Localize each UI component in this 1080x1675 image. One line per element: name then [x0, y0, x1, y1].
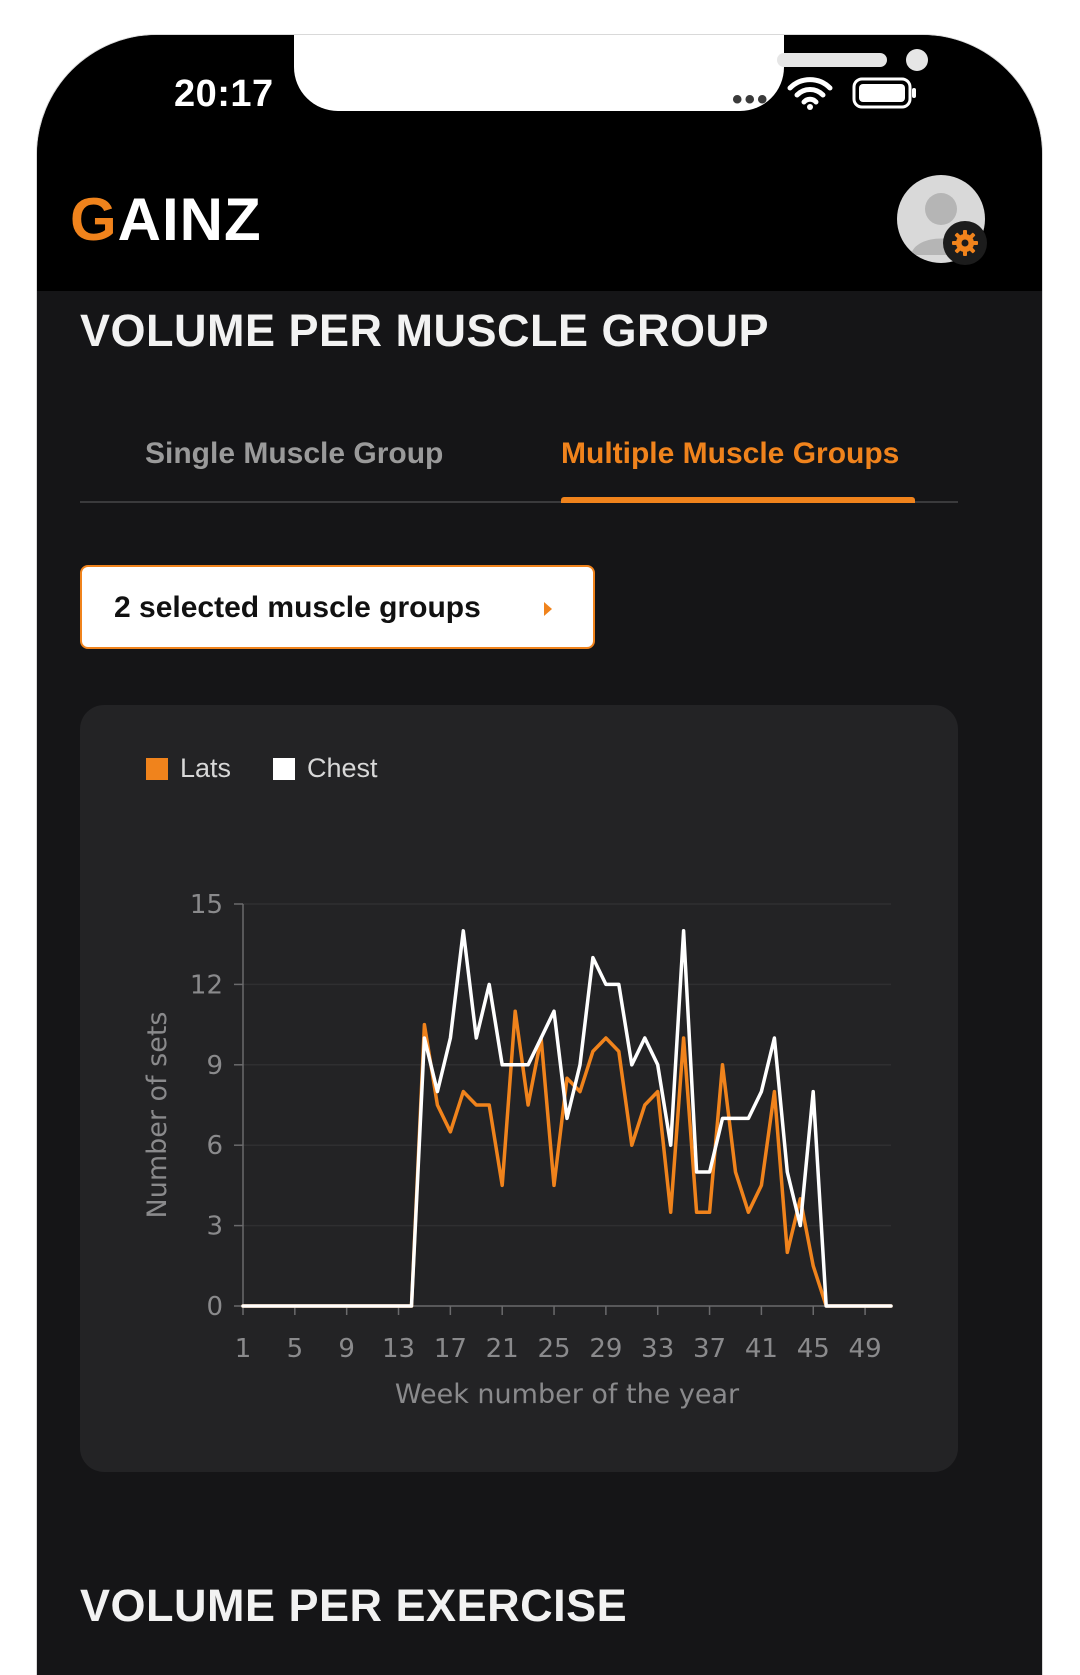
legend-swatch-lats [146, 757, 168, 780]
status-time: 20:17 [174, 73, 274, 115]
x-tick-label: 13 [382, 1334, 415, 1364]
chevron-right-icon [544, 602, 552, 616]
chart-card: Lats Chest 0 3 6 9 12 15 1 5 9 13 17 21 25 29 33 37 41 45… [80, 705, 958, 1472]
selector-label: 2 selected muscle groups [114, 591, 481, 624]
x-tick-label: 33 [641, 1334, 674, 1364]
series-line-chest [241, 929, 893, 1308]
tab-multiple-muscle-groups[interactable]: Multiple Muscle Groups [561, 437, 900, 470]
tab-single-muscle-group[interactable]: Single Muscle Group [145, 437, 444, 470]
y-tick-label: 12 [190, 970, 223, 1000]
x-tick-label: 45 [797, 1334, 830, 1364]
gear-icon [952, 230, 978, 256]
legend-label-chest: Chest [307, 753, 378, 783]
tab-bar: Single Muscle Group Multiple Muscle Grou… [80, 423, 958, 503]
section-title-volume-per-exercise: VOLUME PER EXERCISE [80, 1580, 628, 1631]
page-title: VOLUME PER MUSCLE GROUP [80, 305, 770, 356]
y-tick-label: 3 [206, 1212, 223, 1242]
x-tick-label: 41 [745, 1334, 778, 1364]
x-tick-label: 49 [849, 1334, 882, 1364]
front-camera [906, 49, 928, 71]
speaker-grille [777, 53, 887, 67]
y-tick-label: 9 [206, 1051, 223, 1081]
x-tick-label: 37 [693, 1334, 726, 1364]
battery-icon [852, 77, 916, 109]
x-tick-label: 21 [486, 1334, 519, 1364]
legend-label-lats: Lats [180, 753, 232, 783]
logo-g: G [70, 186, 118, 253]
y-tick-label: 0 [206, 1292, 223, 1322]
wifi-icon [787, 77, 833, 110]
x-axis-label: Week number of the year [395, 1379, 740, 1410]
x-tick-label: 9 [338, 1334, 355, 1364]
settings-gear-icon[interactable] [943, 221, 987, 265]
device-notch [294, 35, 928, 111]
legend-item-lats: Lats [146, 753, 231, 784]
y-axis-label: Number of sets [142, 1012, 173, 1219]
x-tick-label: 29 [589, 1334, 622, 1364]
signal-dots-icon: ••• [732, 83, 770, 116]
gainz-logo: GAINZ [70, 185, 262, 254]
logo-text: AINZ [117, 186, 262, 253]
phone-screen: 20:17 ••• GAINZ [37, 35, 1042, 1675]
muscle-group-selector-button[interactable]: 2 selected muscle groups [80, 565, 595, 649]
x-tick-label: 1 [235, 1334, 252, 1364]
x-tick-label: 25 [537, 1334, 570, 1364]
x-tick-label: 17 [434, 1334, 467, 1364]
y-tick-label: 15 [190, 890, 223, 920]
series-line-lats [241, 1009, 893, 1308]
status-icons: ••• [732, 75, 962, 115]
y-tick-label: 6 [206, 1131, 223, 1161]
x-tick-label: 5 [287, 1334, 304, 1364]
active-tab-indicator [561, 497, 915, 503]
legend-item-chest: Chest [273, 753, 378, 784]
legend-swatch-chest [273, 757, 295, 780]
